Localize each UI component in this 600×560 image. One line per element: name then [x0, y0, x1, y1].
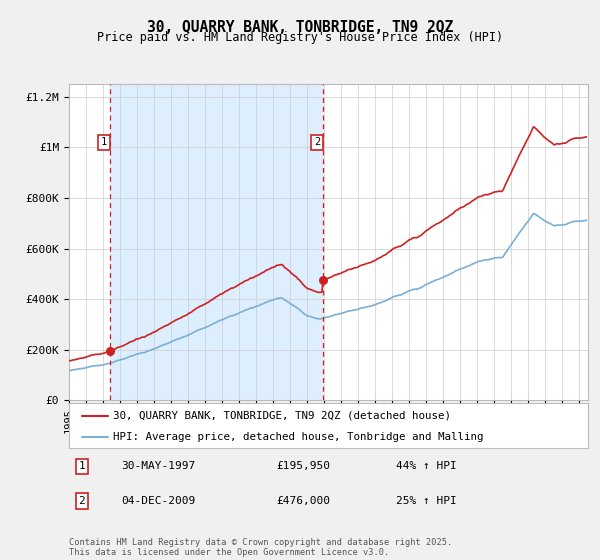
Text: Contains HM Land Registry data © Crown copyright and database right 2025.
This d: Contains HM Land Registry data © Crown c…: [69, 538, 452, 557]
Text: 30-MAY-1997: 30-MAY-1997: [121, 461, 195, 472]
Text: £476,000: £476,000: [277, 496, 331, 506]
Text: 1: 1: [79, 461, 85, 472]
Text: 30, QUARRY BANK, TONBRIDGE, TN9 2QZ (detached house): 30, QUARRY BANK, TONBRIDGE, TN9 2QZ (det…: [113, 410, 451, 421]
Text: 25% ↑ HPI: 25% ↑ HPI: [396, 496, 457, 506]
Text: HPI: Average price, detached house, Tonbridge and Malling: HPI: Average price, detached house, Tonb…: [113, 432, 484, 442]
Text: 2: 2: [79, 496, 85, 506]
Text: 30, QUARRY BANK, TONBRIDGE, TN9 2QZ: 30, QUARRY BANK, TONBRIDGE, TN9 2QZ: [147, 20, 453, 35]
Text: 1: 1: [101, 137, 107, 147]
Text: Price paid vs. HM Land Registry's House Price Index (HPI): Price paid vs. HM Land Registry's House …: [97, 31, 503, 44]
Text: 04-DEC-2009: 04-DEC-2009: [121, 496, 195, 506]
Text: £195,950: £195,950: [277, 461, 331, 472]
Text: 44% ↑ HPI: 44% ↑ HPI: [396, 461, 457, 472]
Bar: [110, 84, 323, 400]
Text: 2: 2: [314, 137, 320, 147]
